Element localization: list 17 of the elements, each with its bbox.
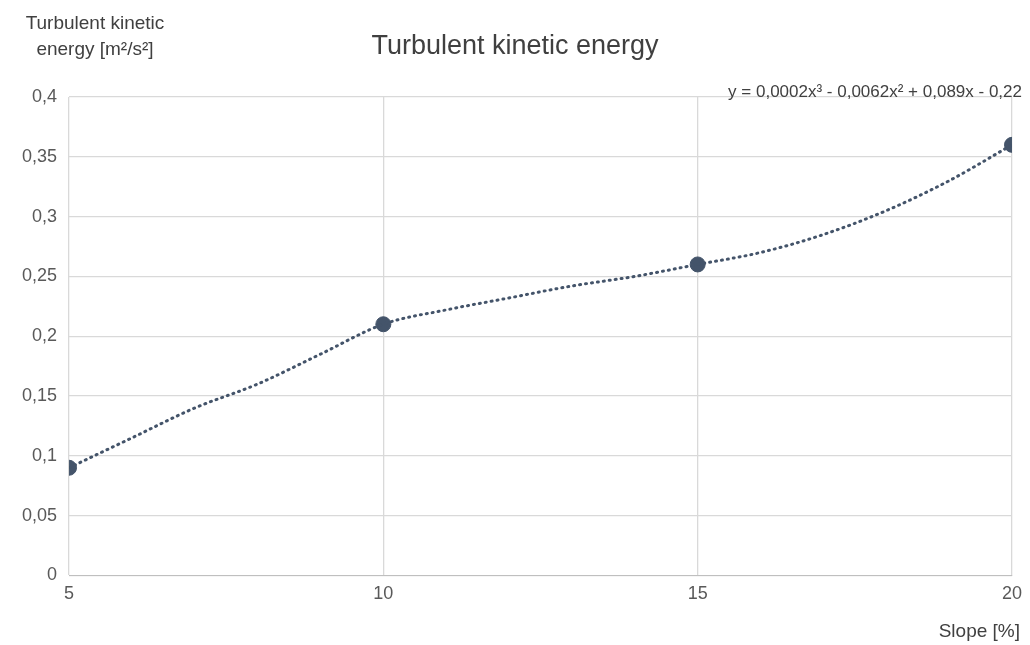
- y-tick-label: 0,05: [21, 504, 58, 525]
- x-tick-label: 10: [373, 583, 394, 604]
- y-tick-label: 0,3: [32, 205, 58, 226]
- y-tick-label: 0,1: [32, 444, 58, 465]
- x-tick-label: 20: [1001, 583, 1022, 604]
- y-tick-label: 0,2: [32, 325, 58, 346]
- x-tick-label: 15: [687, 583, 708, 604]
- x-tick-label: 5: [64, 583, 75, 604]
- y-tick-label: 0,15: [21, 384, 58, 405]
- y-tick-label: 0,4: [32, 85, 58, 106]
- x-axis-title: Slope [%]: [938, 620, 1020, 642]
- y-axis-title: Turbulent kinetic energy [m²/s²]: [24, 11, 166, 61]
- y-tick-label: 0,25: [21, 265, 58, 286]
- annotation: y = 0,0002x³ - 0,0062x² + 0,089x - 0,22: [728, 82, 1022, 102]
- y-tick-label: 0: [47, 564, 58, 585]
- y-tick-label: 0,35: [21, 145, 58, 166]
- chart-title: Turbulent kinetic energy: [371, 30, 659, 60]
